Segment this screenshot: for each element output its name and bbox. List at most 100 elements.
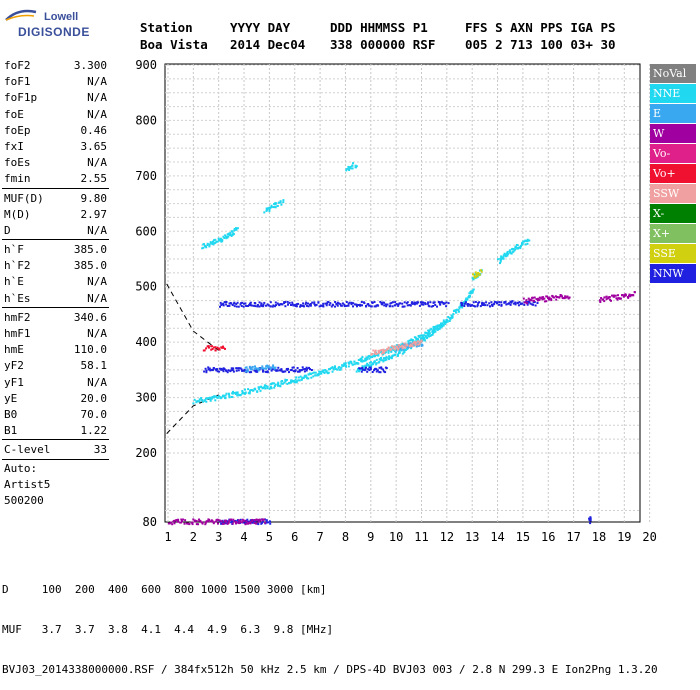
- data-point: [397, 344, 400, 346]
- data-point: [436, 305, 438, 308]
- data-point: [370, 364, 373, 366]
- data-point: [428, 335, 430, 338]
- data-point: [243, 519, 246, 522]
- data-point: [193, 520, 196, 523]
- data-point: [268, 208, 271, 211]
- legend-item-x-: X-: [650, 204, 696, 223]
- data-point: [470, 304, 473, 307]
- x-tick-label: 14: [490, 530, 504, 544]
- header-value-date: 2014 Dec04: [230, 37, 306, 52]
- data-point: [349, 167, 352, 170]
- data-point: [338, 366, 341, 369]
- data-point: [533, 296, 536, 299]
- data-point: [329, 302, 332, 305]
- data-point: [423, 339, 426, 342]
- data-point: [364, 364, 367, 367]
- data-point: [354, 164, 357, 167]
- data-point: [472, 273, 474, 276]
- data-point: [273, 382, 276, 385]
- param-value: 3.65: [80, 139, 108, 153]
- data-point: [277, 382, 280, 385]
- data-point: [516, 244, 519, 247]
- data-point: [475, 275, 478, 278]
- data-point: [302, 304, 305, 307]
- data-point: [378, 371, 381, 374]
- data-point: [517, 304, 520, 307]
- data-point: [412, 341, 415, 344]
- data-point: [373, 305, 376, 308]
- param-name: fxI: [4, 139, 24, 153]
- data-point: [355, 165, 358, 168]
- data-point: [241, 390, 244, 392]
- data-point: [503, 301, 506, 304]
- data-point: [335, 303, 338, 306]
- data-point: [299, 304, 302, 307]
- data-point: [266, 387, 269, 390]
- data-point: [398, 351, 401, 354]
- data-point: [239, 394, 242, 397]
- data-point: [363, 367, 366, 370]
- data-point: [393, 346, 395, 348]
- data-point: [526, 303, 529, 306]
- data-point: [270, 204, 273, 207]
- polarization-legend: NoVal NNE E W Vo- Vo+ SSW X- X+ SSE NNW: [650, 64, 696, 284]
- param-name: fmin: [4, 172, 31, 186]
- data-point: [358, 304, 360, 306]
- data-point: [363, 359, 366, 362]
- param-separator: [2, 458, 109, 460]
- data-point: [327, 300, 330, 303]
- data-point: [347, 304, 350, 307]
- param-value: N/A: [87, 375, 107, 389]
- data-point: [406, 301, 409, 304]
- data-point: [256, 369, 259, 372]
- data-point: [235, 369, 238, 372]
- data-point: [629, 295, 632, 298]
- data-point: [213, 239, 215, 242]
- data-point: [364, 359, 367, 362]
- x-tick-label: 1: [164, 530, 171, 544]
- data-point: [280, 368, 283, 371]
- data-point: [257, 369, 260, 372]
- data-point: [390, 356, 393, 359]
- data-point: [347, 165, 350, 168]
- data-point: [318, 305, 321, 308]
- data-point: [271, 368, 274, 371]
- data-point: [288, 382, 291, 385]
- data-point: [434, 327, 437, 330]
- data-point: [313, 301, 316, 304]
- data-point: [271, 382, 274, 385]
- data-point: [272, 366, 275, 369]
- data-point: [521, 242, 524, 245]
- data-point: [262, 305, 265, 308]
- data-point: [242, 521, 245, 524]
- data-point: [399, 348, 402, 351]
- data-point: [261, 520, 264, 523]
- data-point: [424, 331, 427, 334]
- data-point: [505, 255, 508, 258]
- data-point: [177, 520, 180, 523]
- data-point: [269, 301, 272, 304]
- data-point: [284, 301, 287, 303]
- data-point: [363, 302, 366, 305]
- data-point: [297, 379, 300, 382]
- data-point: [374, 355, 377, 358]
- param-name: yE: [4, 391, 18, 405]
- data-point: [402, 343, 405, 346]
- data-point: [366, 358, 369, 361]
- data-point: [447, 316, 450, 318]
- logo-swoosh-icon: [5, 9, 37, 21]
- x-tick-label: 5: [266, 530, 273, 544]
- data-point: [417, 343, 420, 346]
- data-point: [524, 239, 527, 242]
- data-point: [215, 369, 218, 372]
- data-point: [232, 232, 235, 235]
- data-point: [223, 368, 226, 371]
- data-point: [270, 387, 273, 390]
- data-point: [269, 522, 272, 525]
- data-point: [237, 522, 240, 525]
- data-point: [365, 364, 368, 367]
- data-point: [379, 371, 382, 374]
- data-point: [369, 364, 371, 367]
- data-point: [248, 392, 251, 395]
- data-point: [235, 521, 238, 523]
